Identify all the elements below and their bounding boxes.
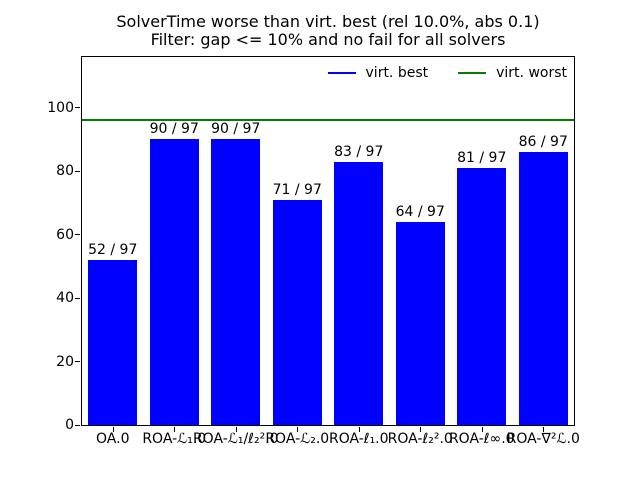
x-tick-label: ROA-ℓ∞.0 — [448, 431, 515, 447]
bar-value-label: 64 / 97 — [395, 203, 445, 220]
x-tick-label: ROA-∇²ℒ.0 — [506, 431, 580, 447]
legend-line-swatch — [458, 72, 487, 74]
legend-line-swatch — [327, 72, 356, 74]
y-tick-mark — [75, 170, 80, 172]
x-tick-label: OA.0 — [96, 431, 130, 447]
y-tick-label: 0 — [65, 417, 74, 433]
bar-value-label: 83 / 97 — [334, 143, 384, 160]
y-tick-mark — [75, 297, 80, 299]
y-tick-label: 100 — [47, 99, 74, 116]
x-tick-mark — [358, 427, 360, 432]
bar-value-label: 81 / 97 — [457, 150, 507, 167]
x-tick-label: ROA-ℒ₁.0 — [142, 431, 207, 447]
chart-title-line1: SolverTime worse than virt. best (rel 10… — [116, 12, 540, 31]
chart-title: SolverTime worse than virt. best (rel 10… — [81, 13, 575, 48]
x-tick-mark — [420, 427, 422, 432]
legend-label: virt. best — [365, 65, 429, 81]
legend-label: virt. worst — [496, 65, 567, 81]
x-tick-label: ROA-ℒ₂.0 — [265, 431, 330, 447]
y-tick-label: 40 — [56, 290, 74, 307]
bar — [88, 260, 138, 425]
x-tick-mark — [297, 427, 299, 432]
bar — [334, 161, 384, 425]
y-tick-mark — [75, 234, 80, 236]
y-tick-label: 80 — [56, 163, 74, 180]
x-tick-mark — [112, 427, 114, 432]
x-tick-mark — [174, 427, 176, 432]
x-tick-mark — [543, 427, 545, 432]
bar-value-label: 71 / 97 — [272, 181, 322, 198]
legend-entry: virt. best — [327, 65, 429, 81]
reference-line-virt-worst — [82, 119, 574, 122]
legend: virt. best virt. worst — [327, 65, 567, 81]
bar — [211, 139, 261, 425]
bar — [272, 199, 322, 425]
bar — [457, 168, 507, 425]
y-tick-mark — [75, 107, 80, 109]
bar — [518, 152, 568, 425]
y-tick-label: 20 — [56, 353, 74, 370]
bar — [395, 221, 445, 425]
x-tick-label: ROA-ℒ₁/ℓ₂².0 — [192, 431, 279, 447]
y-tick-label: 60 — [56, 226, 74, 243]
x-tick-label: ROA-ℓ₁.0 — [328, 431, 389, 447]
plot-area: virt. best virt. worst 0 20 40 60 80 100 52 / 9… — [47, 56, 580, 447]
x-tick-mark — [481, 427, 483, 432]
bar-value-label: 90 / 97 — [211, 121, 261, 138]
chart-title-line2: Filter: gap <= 10% and no fail for all s… — [150, 29, 506, 49]
bar-value-label: 52 / 97 — [88, 242, 138, 259]
x-tick-label: ROA-ℓ₂².0 — [387, 431, 453, 447]
bar — [149, 139, 199, 425]
bar-value-label: 90 / 97 — [149, 121, 199, 138]
legend-entry: virt. worst — [458, 65, 567, 81]
y-tick-mark — [75, 424, 80, 426]
x-tick-mark — [235, 427, 237, 432]
bar-value-label: 86 / 97 — [518, 134, 568, 151]
y-tick-mark — [75, 361, 80, 363]
